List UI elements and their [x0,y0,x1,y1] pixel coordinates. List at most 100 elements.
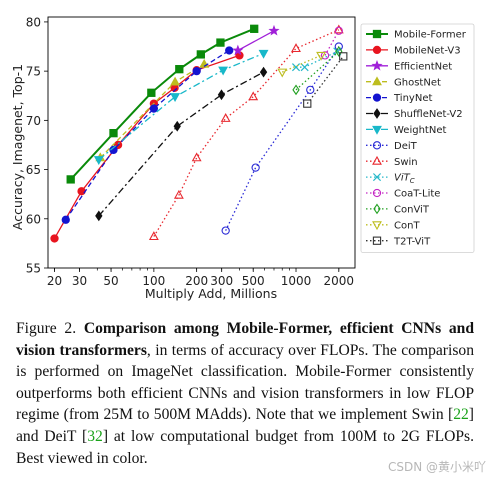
legend-marker-cont [372,221,382,231]
axes: 20 30 50 100 200 300 500 1000 2000 55 60 65 70 75 80 [26,15,356,288]
legend-entry-mobile-former: Mobile-Former [366,30,467,41]
data-point-cont-1 [316,51,326,61]
data-point-weightnet-2 [218,66,229,76]
data-point-shufflenet-v2-3 [259,66,268,78]
legend-marker-deit [372,141,382,150]
data-point-vit-c-0 [291,63,301,72]
data-point-tinynet-0 [61,215,70,224]
data-point-swin-4 [248,91,259,101]
data-point-swin-5 [291,43,301,53]
data-point-tinynet-4 [225,46,234,55]
legend-label-vit-c: ViTC [394,173,415,186]
legend-marker-mobile-former [372,29,382,39]
series-deit [221,42,343,235]
legend-marker-mobilenet-v3 [372,45,382,55]
series-shufflenet-v2 [95,66,268,222]
legend-marker-shufflenet-v2 [373,108,381,119]
data-point-tinynet-3 [192,66,201,76]
legend: Mobile-Former MobileNet-V3 EfficientNet Gho… [360,23,475,254]
data-point-mobile-former-2 [147,88,156,97]
data-point-weightnet-0 [93,156,104,166]
y-tick-label-65: 65 [26,163,41,177]
figure-caption: Figure 2. Comparison among Mobile-Former… [16,318,474,469]
legend-marker-weightnet [372,125,382,135]
legend-label-mobilenet-v3: MobileNet-V3 [394,46,461,57]
legend-entry-deit: DeiT [366,141,418,152]
legend-entry-ghostnet: GhostNet [366,76,441,88]
x-tick-label-500: 500 [242,274,265,288]
plot-area [50,24,348,243]
series-line-efficientnet [237,30,275,52]
data-point-mobile-former-1 [109,128,118,138]
series-line-coat-lite [324,30,340,56]
data-point-mobile-former-5 [216,38,225,47]
data-point-mobilenet-v3-0 [50,234,59,243]
legend-entry-swin: Swin [366,155,418,168]
data-point-shufflenet-v2-1 [173,120,181,132]
accuracy-vs-flops-chart: 20 30 50 100 200 300 500 1000 2000 55 60 65 70 75 80 M… [10,15,475,301]
legend-entry-convit: ConViT [366,203,430,216]
x-tick-label-300: 300 [210,274,233,288]
legend-label-mobile-former: Mobile-Former [394,30,467,41]
legend-marker-t2t-vit [372,236,382,245]
legend-label-deit: DeiT [394,141,418,152]
y-tick-label-55: 55 [26,262,41,276]
data-point-swin-0 [148,231,159,241]
legend-label-ghostnet: GhostNet [394,77,441,88]
legend-entry-coat-lite: CoaT-Lite [366,189,440,200]
series-weightnet [93,49,269,166]
legend-entry-weightnet: WeightNet [366,125,446,136]
legend-label-efficientnet: EfficientNet [394,61,452,72]
legend-marker-convit [373,203,381,215]
data-point-mobile-former-4 [196,50,205,59]
y-tick-label-60: 60 [26,212,41,226]
data-point-deit-2 [306,85,315,94]
data-point-mobile-former-6 [250,24,259,33]
legend-marker-swin [372,155,382,165]
legend-label-tinynet: TinyNet [393,93,432,104]
series-line-deit [225,46,340,231]
data-point-shufflenet-v2-2 [217,89,226,101]
data-point-t2t-vit-1 [339,52,348,61]
x-tick-label-100: 100 [142,274,165,288]
data-point-efficientnet-0 [232,44,244,56]
y-tick-label-70: 70 [26,114,41,128]
series-efficientnet [232,24,280,56]
y-tick-label-80: 80 [26,15,41,29]
legend-label-coat-lite: CoaT-Lite [394,189,440,200]
series-line-cont [281,54,322,73]
series-line-weightnet [98,52,264,161]
x-axis-label: Multiply Add, Millions [145,286,277,301]
data-point-swin-3 [220,113,231,122]
series-convit [292,46,343,96]
legend-label-weightnet: WeightNet [394,125,446,136]
data-point-efficientnet-1 [268,24,280,36]
series-mobilenet-v3 [50,51,244,243]
data-point-shufflenet-v2-0 [95,210,103,222]
x-tick-label-1000: 1000 [281,274,312,288]
series-vit-c [291,47,342,72]
legend-marker-ghostnet [372,76,382,86]
data-point-mobilenet-v3-1 [77,187,86,196]
plot-frame [47,16,356,269]
series-line-tinynet [65,49,230,221]
series-t2t-vit [303,52,348,108]
x-tick-label-200: 200 [185,274,208,288]
citation-link-2[interactable]: 32 [87,427,103,445]
data-point-vit-c-1 [300,63,309,72]
y-tick-label-75: 75 [26,65,41,79]
caption-text-2: ] and DeiT [ [16,406,474,445]
legend-marker-efficientnet [371,59,383,71]
legend-entry-shufflenet-v2: ShuffleNet-V2 [366,108,463,120]
series-cont [277,51,326,78]
legend-entry-mobilenet-v3: MobileNet-V3 [366,46,461,57]
legend-label-t2t-vit: T2T-ViT [393,236,431,247]
data-point-weightnet-3 [258,49,269,59]
data-point-ghostnet-1 [170,76,181,86]
citation-link-1[interactable]: 22 [453,406,469,424]
y-axis-label: Accuracy, Imagenet, Top-1 [10,64,25,230]
legend-entry-cont: ConT [366,220,420,231]
watermark: CSDN @黄小米吖 [388,460,487,474]
data-point-convit-0 [292,84,300,96]
series-coat-lite [320,26,343,60]
